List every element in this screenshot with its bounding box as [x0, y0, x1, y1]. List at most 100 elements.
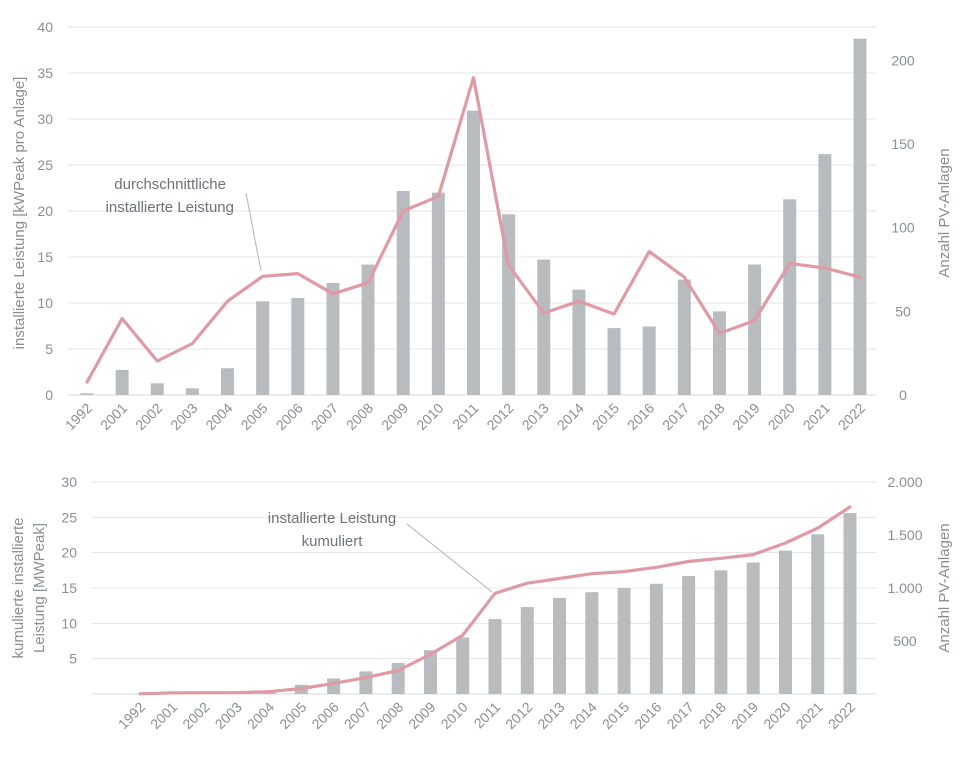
bottom-left-axis-title-line2: Leistung [MWPeak]: [31, 523, 48, 653]
y-tick-label: 15: [37, 249, 53, 265]
x-tick-label: 2006: [273, 400, 306, 433]
x-tick-label: 2015: [589, 400, 622, 433]
x-tick-label: 2020: [760, 699, 793, 732]
y-tick-label: 5: [69, 651, 77, 667]
bar-2017: [682, 575, 696, 694]
bar-2019: [748, 264, 762, 395]
x-tick-label: 2004: [244, 699, 277, 732]
x-tick-label: 2021: [793, 699, 826, 732]
x-tick-label: 2005: [237, 400, 270, 433]
bottom-line-series: [138, 505, 852, 696]
bar-2012: [502, 214, 516, 395]
x-tick-label: 2015: [599, 699, 632, 732]
x-tick-label: 2008: [373, 699, 406, 732]
y-tick-label: 30: [37, 111, 53, 127]
bottom-annotation-line1: installierte Leistung: [268, 510, 396, 527]
y2-tick-label: 0: [899, 387, 907, 403]
x-tick-label: 2002: [132, 400, 165, 433]
bar-2007: [326, 282, 340, 395]
bar-2003: [185, 388, 199, 395]
y2-tick-label: 1.500: [887, 527, 922, 543]
bottom-annotation-line2: kumuliert: [302, 533, 364, 550]
x-tick-label: 2013: [534, 699, 567, 732]
line-series: [138, 505, 852, 696]
bar-2014: [572, 289, 586, 395]
x-tick-label: 2009: [405, 699, 438, 732]
x-tick-label: 2003: [167, 400, 200, 433]
x-tick-label: 2003: [212, 699, 245, 732]
bar-2013: [537, 259, 551, 395]
bottom-left-axis-ticks: 5 10 15 20 25 30: [61, 474, 77, 667]
y2-tick-label: 50: [895, 303, 911, 319]
x-tick-label: 2013: [519, 400, 552, 433]
top-line-series: [85, 75, 862, 384]
bottom-right-axis-title: Anzahl PV-Anlagen: [936, 523, 953, 652]
x-tick-label: 2005: [276, 699, 309, 732]
bottom-x-axis-ticks: 1992200120022003200420052006200720082009…: [115, 699, 858, 732]
bar-2016: [649, 583, 663, 694]
x-tick-label: 1992: [115, 699, 148, 732]
bar-2011: [488, 619, 502, 694]
x-tick-label: 2002: [179, 699, 212, 732]
x-tick-label: 2018: [696, 699, 729, 732]
x-tick-label: 2020: [765, 400, 798, 433]
bar-2021: [818, 154, 832, 395]
bar-2005: [256, 301, 270, 395]
x-tick-label: 2022: [825, 699, 858, 732]
top-x-axis-ticks: 1992 2001 2002 2003 2004 2005 2006 2007 2008 2009…: [62, 400, 868, 433]
y-tick-label: 15: [61, 580, 77, 596]
bar-2001: [115, 369, 129, 395]
bar-2015: [607, 328, 621, 395]
x-tick-label: 2009: [378, 400, 411, 433]
bar-2015: [617, 588, 631, 694]
x-tick-label: 2011: [471, 699, 504, 732]
x-tick-label: 2014: [567, 699, 600, 732]
bar-2010: [456, 637, 470, 694]
y2-tick-label: 2.000: [887, 474, 922, 490]
bar-2016: [642, 326, 656, 395]
bar-2010: [431, 192, 445, 395]
x-tick-label: 2019: [728, 699, 761, 732]
x-tick-label: 2014: [554, 400, 587, 433]
bar-2013: [553, 597, 567, 694]
bar-2014: [585, 592, 599, 694]
x-tick-label: 2012: [483, 400, 516, 433]
bottom-right-axis-ticks: 500 1.000 1.500 2.000: [887, 474, 922, 649]
bar-2007: [359, 671, 373, 694]
bar-2008: [361, 264, 375, 395]
bar-2006: [327, 678, 341, 694]
x-tick-label: 2012: [502, 699, 535, 732]
top-left-axis-title: installierte Leistung [kWPeak pro Anlage…: [11, 77, 28, 350]
top-annotation-line2: installierte Leistung: [106, 199, 234, 216]
y2-tick-label: 150: [891, 136, 915, 152]
x-tick-label: 1992: [62, 400, 95, 433]
x-tick-label: 2010: [438, 699, 471, 732]
y-tick-label: 0: [45, 387, 53, 403]
bar-2009: [396, 190, 410, 395]
x-tick-label: 2018: [694, 400, 727, 433]
bottom-bars: [262, 513, 857, 694]
bar-2020: [778, 550, 792, 694]
bar-2004: [221, 368, 235, 395]
bar-2006: [291, 297, 305, 395]
bar-2021: [811, 534, 825, 694]
x-tick-label: 2001: [147, 699, 180, 732]
x-tick-label: 2017: [663, 699, 696, 732]
top-left-axis-ticks: 0 5 10 15 20 25 30 35 40: [37, 19, 53, 403]
bar-2011: [467, 110, 480, 396]
y-tick-label: 25: [61, 509, 77, 525]
y-tick-label: 20: [37, 203, 53, 219]
x-tick-label: 2016: [631, 699, 664, 732]
y-tick-label: 40: [37, 19, 53, 35]
x-tick-label: 2022: [835, 400, 868, 433]
y-tick-label: 20: [61, 545, 77, 561]
x-tick-label: 2007: [308, 400, 341, 433]
x-tick-label: 2006: [308, 699, 341, 732]
bar-2009: [423, 650, 437, 694]
bar-2017: [677, 279, 691, 395]
x-tick-label: 2004: [202, 400, 235, 433]
bar-2022: [843, 513, 857, 694]
x-tick-label: 2016: [624, 400, 657, 433]
